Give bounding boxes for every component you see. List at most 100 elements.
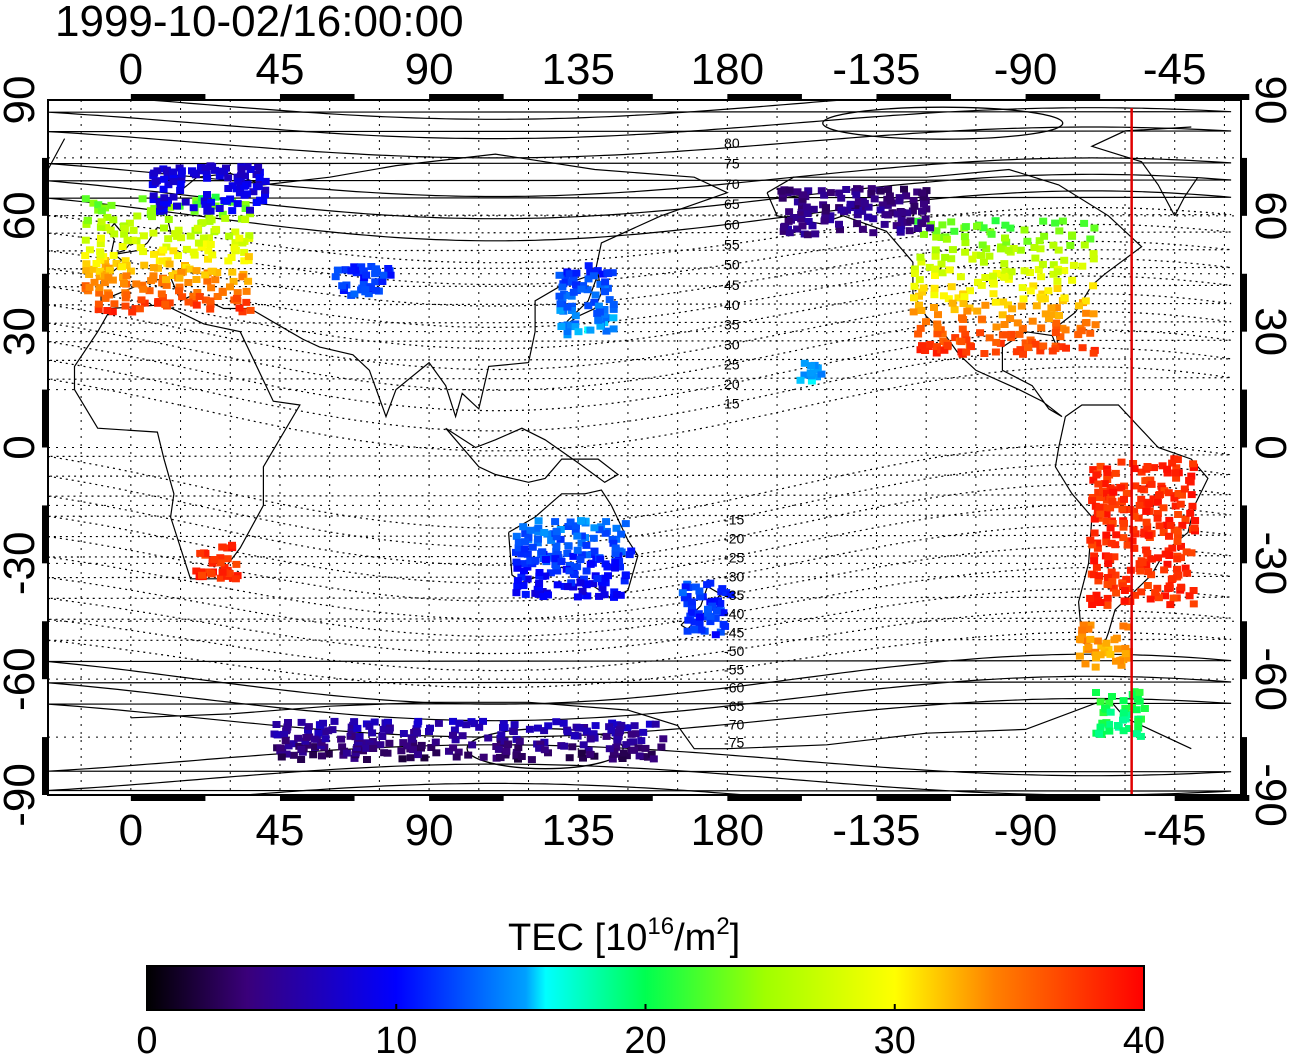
tec-data-cells: [81, 162, 1200, 764]
tec-cell: [793, 188, 802, 196]
tec-cell: [1159, 529, 1168, 536]
tec-cell: [915, 292, 923, 300]
tec-cell: [695, 613, 704, 621]
tec-cell: [722, 589, 731, 597]
tec-cell: [854, 206, 863, 214]
tec-cell: [162, 276, 170, 284]
tec-cell: [564, 542, 573, 550]
tec-cell: [1088, 601, 1097, 608]
tec-cell: [121, 302, 130, 310]
tec-cell: [552, 528, 561, 536]
tec-cell: [963, 307, 972, 315]
tec-cell: [937, 260, 946, 268]
tec-cell: [586, 268, 595, 276]
tec-cell: [972, 251, 981, 259]
tec-cell: [573, 563, 582, 571]
tec-cell: [109, 251, 118, 259]
lon-tick-label: -45: [1143, 45, 1207, 94]
lat-tick-label: 60: [1246, 191, 1292, 240]
tec-cell: [238, 239, 247, 247]
tec-cell: [540, 529, 549, 536]
tec-cell: [932, 227, 941, 235]
tec-cell: [945, 266, 954, 274]
tec-cell: [1088, 541, 1097, 549]
lon-tick-label: -45: [1143, 806, 1207, 855]
tec-cell: [1057, 343, 1066, 351]
tec-cell: [1030, 244, 1039, 251]
magnetic-latitude-label: -60: [724, 680, 744, 696]
tec-cell: [691, 583, 700, 591]
tec-cell: [1052, 304, 1061, 312]
tec-cell: [94, 300, 103, 308]
tec-cell: [921, 215, 930, 223]
colorbar: TEC [1016/m2] 0 10 20 30 40: [136, 913, 1165, 1057]
tec-cell: [807, 377, 816, 385]
tec-cell: [193, 289, 202, 296]
tec-cell: [338, 282, 347, 290]
tec-cell: [1177, 583, 1186, 591]
tec-cell: [1123, 541, 1132, 549]
tec-cell: [1051, 329, 1060, 337]
tec-cell: [120, 280, 128, 287]
tec-cell: [509, 728, 518, 735]
tec-cell: [683, 627, 692, 635]
tec-cell: [1188, 502, 1197, 510]
tec-cell: [893, 210, 902, 218]
tec-cell: [820, 217, 829, 225]
tec-cell: [164, 235, 173, 243]
tec-cell: [311, 743, 320, 751]
tec-cell: [695, 587, 704, 595]
tec-cell: [544, 591, 552, 599]
tec-cell: [224, 174, 233, 182]
tec-cell: [559, 719, 568, 727]
tec-cell: [162, 281, 171, 289]
tec-cell: [139, 285, 148, 293]
tec-cell: [590, 524, 599, 532]
tec-cell: [244, 256, 253, 264]
magnetic-latitude-label: 50: [724, 257, 740, 273]
tec-cell: [596, 555, 605, 563]
tec-cell: [145, 287, 154, 295]
longitude-axis-bottom: 0 45 90 135 180 -135 -90 -45: [119, 806, 1207, 855]
tec-cell: [1103, 601, 1112, 609]
tec-cell: [884, 185, 893, 193]
tec-cell: [981, 274, 990, 281]
tec-cell: [1140, 705, 1149, 712]
tec-cell: [898, 208, 907, 216]
colorbar-gradient: [146, 965, 1145, 1011]
tec-cell: [536, 740, 545, 748]
tec-cell: [464, 751, 473, 759]
tec-cell: [1147, 555, 1156, 563]
tec-cell: [596, 322, 605, 330]
tec-cell: [328, 726, 337, 734]
tec-cell: [96, 240, 105, 248]
tec-cell: [221, 214, 230, 222]
tec-cell: [364, 290, 373, 298]
tec-cell: [933, 343, 941, 351]
tec-cell: [514, 544, 523, 552]
tec-cell: [1058, 217, 1067, 225]
tec-cell: [938, 269, 947, 277]
tec-cell: [553, 567, 562, 575]
tec-cell: [641, 744, 650, 752]
tec-cell: [1096, 599, 1105, 606]
tec-cell: [605, 296, 614, 304]
tec-cell: [1076, 635, 1084, 643]
tec-cell: [1021, 339, 1030, 347]
tec-cell: [985, 334, 994, 342]
tec-cell: [201, 549, 210, 557]
tec-cell: [194, 239, 203, 247]
tec-cell: [571, 323, 580, 331]
tec-cell: [355, 733, 364, 740]
tec-cell: [310, 735, 319, 743]
tec-cell: [1081, 297, 1090, 305]
tec-cell: [961, 330, 970, 338]
tec-cell: [613, 733, 622, 741]
tec-cell: [151, 178, 160, 186]
tec-cell: [367, 263, 376, 270]
tec-cell: [826, 189, 835, 197]
colorbar-label: TEC [1016/m2]: [508, 913, 740, 959]
tec-cell: [1096, 651, 1105, 659]
tec-cell: [598, 584, 607, 592]
tec-cell: [798, 195, 807, 203]
